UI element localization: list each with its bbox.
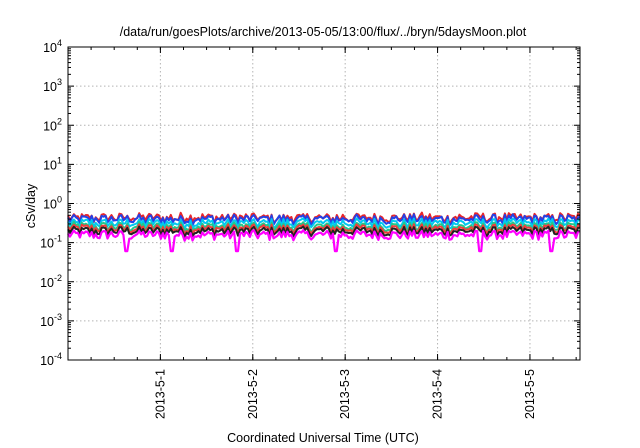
- series-layer: [67, 211, 581, 253]
- series-line: [67, 220, 581, 234]
- x-tick-labels: 2013-5-1 2013-5-2 2013-5-3 2013-5-4 2013-5-5: [153, 369, 537, 419]
- grid-lines: [68, 47, 580, 360]
- x-tick-label: 2013-5-3: [338, 369, 352, 419]
- chart-title: /data/run/goesPlots/archive/2013-05-05/1…: [120, 25, 527, 39]
- y-tick-label: 104: [43, 38, 62, 55]
- series-line: [67, 223, 581, 236]
- y-tick-label: 101: [43, 155, 62, 172]
- x-tick-label: 2013-5-4: [431, 369, 445, 419]
- y-tick-label: 10-2: [40, 273, 62, 290]
- series-line: [67, 225, 581, 238]
- y-axis-label: cSv/day: [24, 183, 38, 228]
- x-axis-label: Coordinated Universal Time (UTC): [227, 431, 419, 445]
- y-tick-labels: 10-4 10-3 10-2 10-1 100 101 102 103 104: [40, 38, 62, 368]
- series-line: [67, 213, 581, 227]
- axis-ticks: [67, 46, 580, 361]
- y-tick-label: 100: [43, 195, 62, 212]
- y-tick-label: 102: [43, 116, 62, 133]
- y-tick-label: 103: [43, 77, 62, 94]
- series-line: [67, 217, 581, 231]
- y-tick-label: 10-3: [40, 312, 62, 329]
- x-tick-label: 2013-5-1: [153, 369, 167, 419]
- y-tick-label: 10-1: [40, 234, 62, 251]
- series-line: [67, 229, 581, 253]
- x-tick-label: 2013-5-5: [523, 369, 537, 419]
- x-tick-label: 2013-5-2: [246, 369, 260, 419]
- y-tick-label: 10-4: [40, 351, 62, 368]
